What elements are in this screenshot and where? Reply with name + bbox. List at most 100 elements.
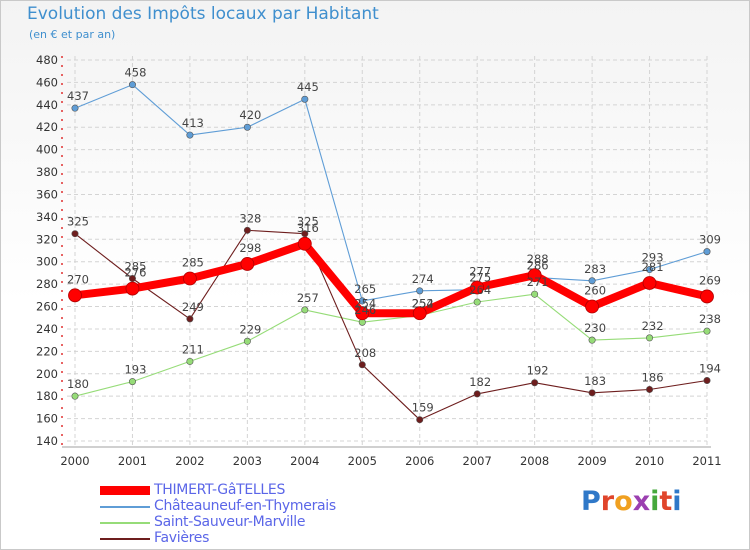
- data-point-favieres: [358, 361, 366, 369]
- x-tick-label: 2007: [463, 454, 492, 468]
- data-point-thimert: [700, 289, 714, 304]
- y-tick-label: 220: [36, 344, 58, 358]
- legend-swatch-saint-sauveur: [100, 522, 150, 524]
- data-label-saint-sauveur: 252: [412, 296, 434, 310]
- x-tick-label: 2008: [520, 454, 549, 468]
- data-label-saint-sauveur: 238: [699, 312, 721, 326]
- data-label-thimert: 288: [527, 252, 549, 266]
- x-tick-label: 2009: [577, 454, 606, 468]
- legend-label-thimert: THIMERT-GâTELLES: [154, 482, 286, 498]
- data-point-saint-sauveur: [301, 306, 309, 314]
- data-label-chateauneuf: 420: [239, 108, 261, 122]
- axes: 140 160 180 200 220 240 260 280 300 320 340 360 380 4…: [36, 53, 722, 468]
- data-point-saint-sauveur: [646, 334, 654, 342]
- data-point-favieres: [71, 230, 79, 238]
- data-point-thimert: [183, 271, 197, 286]
- data-point-saint-sauveur: [703, 327, 711, 335]
- data-label-favieres: 186: [642, 370, 664, 384]
- data-point-chateauneuf: [646, 266, 654, 274]
- data-label-favieres: 194: [699, 361, 721, 375]
- data-label-chateauneuf: 265: [354, 282, 376, 296]
- data-point-thimert: [355, 306, 370, 321]
- logo-letter: t: [659, 486, 673, 517]
- data-label-thimert: 269: [699, 273, 721, 287]
- data-label-chateauneuf: 309: [699, 233, 721, 247]
- data-label-thimert: 260: [584, 284, 606, 298]
- y-tick-label: 440: [36, 98, 58, 112]
- legend-swatch-chateauneuf: [100, 506, 150, 508]
- data-label-saint-sauveur: 230: [584, 321, 606, 335]
- data-label-thimert: 254: [412, 296, 434, 310]
- data-label-favieres: 159: [412, 401, 434, 415]
- data-label-chateauneuf: 275: [469, 271, 491, 285]
- x-tick-label: 2000: [60, 454, 89, 468]
- data-label-saint-sauveur: 180: [67, 377, 89, 391]
- logo-letter: o: [614, 486, 633, 517]
- y-tick-label: 200: [36, 367, 58, 381]
- data-label-favieres: 325: [297, 215, 319, 229]
- proxiti-logo: Proxiti: [581, 486, 682, 517]
- y-tick-label: 380: [36, 165, 58, 179]
- series-line-chateauneuf: [74, 84, 708, 302]
- data-point-favieres: [646, 385, 654, 393]
- grid: [67, 56, 708, 445]
- x-tick-label: 2011: [692, 454, 721, 468]
- data-label-favieres: 183: [584, 374, 606, 388]
- data-point-favieres: [186, 315, 194, 323]
- data-label-favieres: 182: [469, 375, 491, 389]
- y-tick-label: 180: [36, 389, 58, 403]
- y-tick-label: 140: [36, 434, 58, 448]
- data-label-saint-sauveur: 193: [124, 363, 146, 377]
- data-point-favieres: [473, 390, 481, 398]
- data-point-thimert: [125, 281, 140, 296]
- data-point-saint-sauveur: [186, 357, 194, 365]
- logo-letter: P: [581, 486, 601, 517]
- data-label-chateauneuf: 293: [642, 251, 664, 265]
- series-line-favieres: [74, 229, 708, 421]
- chart-subtitle: (en € et par an): [29, 28, 116, 41]
- legend-label-chateauneuf: Châteauneuf-en-Thymerais: [154, 498, 336, 514]
- y-tick-label: 480: [36, 53, 58, 67]
- x-tick-label: 2001: [118, 454, 147, 468]
- data-label-thimert: 254: [354, 296, 376, 310]
- data-point-favieres: [243, 226, 251, 234]
- data-label-saint-sauveur: 229: [239, 322, 261, 336]
- data-label-favieres: 192: [527, 364, 549, 378]
- data-label-saint-sauveur: 271: [527, 275, 549, 289]
- data-label-thimert: 281: [642, 260, 664, 274]
- data-point-favieres: [416, 416, 424, 424]
- y-tick-label: 280: [36, 277, 58, 291]
- data-label-chateauneuf: 437: [67, 89, 89, 103]
- logo-letter: i: [650, 486, 660, 517]
- logo-letter: i: [672, 486, 682, 517]
- data-point-saint-sauveur: [473, 298, 481, 306]
- data-label-favieres: 249: [182, 300, 204, 314]
- data-point-thimert: [240, 257, 255, 271]
- data-point-thimert: [297, 236, 312, 251]
- data-point-saint-sauveur: [71, 392, 79, 400]
- data-point-chateauneuf: [416, 287, 424, 295]
- data-point-thimert: [527, 268, 542, 283]
- data-point-thimert: [642, 276, 657, 290]
- y-tick-label: 160: [36, 412, 58, 426]
- data-label-chateauneuf: 286: [527, 258, 549, 272]
- x-tick-label: 2004: [290, 454, 319, 468]
- data-point-chateauneuf: [588, 277, 596, 285]
- data-point-saint-sauveur: [531, 290, 539, 298]
- y-tick-label: 460: [36, 75, 58, 89]
- data-point-chateauneuf: [301, 95, 309, 103]
- data-label-chateauneuf: 458: [124, 66, 146, 80]
- data-label-chateauneuf: 445: [297, 80, 319, 94]
- x-tick-label: 2005: [348, 454, 377, 468]
- data-point-chateauneuf: [358, 297, 366, 305]
- data-point-favieres: [531, 379, 539, 387]
- y-tick-label: 420: [36, 120, 58, 134]
- legend-label-saint-sauveur: Saint-Sauveur-Marville: [154, 514, 306, 530]
- data-label-saint-sauveur: 232: [642, 319, 664, 333]
- data-point-saint-sauveur: [128, 378, 136, 386]
- data-point-favieres: [588, 389, 596, 397]
- data-point-chateauneuf: [243, 123, 251, 131]
- data-label-saint-sauveur: 211: [182, 342, 204, 356]
